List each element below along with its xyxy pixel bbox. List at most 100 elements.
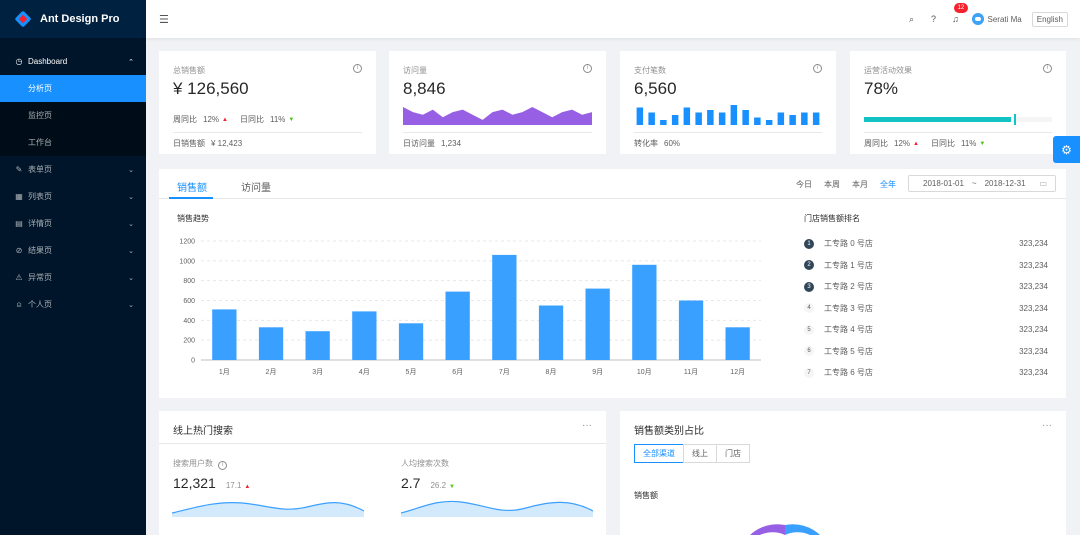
settings-drawer-button[interactable]: ⚙ bbox=[1053, 136, 1080, 163]
search-users-stat: 搜索用户数 i bbox=[173, 458, 228, 470]
caret-down-icon: ▼ bbox=[979, 140, 986, 147]
sidebar-item-analysis[interactable]: 分析页 bbox=[0, 75, 146, 102]
stat-title: 支付笔数 bbox=[634, 66, 666, 75]
dod-trend: 日同比 11% ▼ bbox=[931, 138, 985, 149]
payments-bar bbox=[812, 112, 820, 125]
range-week[interactable]: 本周 bbox=[824, 180, 840, 189]
sidebar-item-exception[interactable]: ⚠ 异常页 ⌄ bbox=[0, 264, 146, 291]
channel-store[interactable]: 门店 bbox=[716, 444, 750, 463]
payments-bar bbox=[789, 115, 796, 125]
header-actions: ⌕ ? ♫ 12 Serati Ma English bbox=[906, 0, 1068, 38]
chevron-down-icon: ⌄ bbox=[128, 166, 134, 174]
date-start: 2018-01-01 bbox=[923, 179, 964, 188]
sub-title: 销售额 bbox=[634, 491, 658, 500]
sidebar-menu: ◷ Dashboard ⌃ 分析页 监控页 工作台 ✎ 表单页 ⌄ ▦ 列表页 … bbox=[0, 38, 146, 318]
sales-bar[interactable] bbox=[492, 254, 517, 360]
sales-bar[interactable] bbox=[678, 300, 704, 361]
sidebar-item-list[interactable]: ▦ 列表页 ⌄ bbox=[0, 183, 146, 210]
trend-label: 周同比 bbox=[173, 115, 197, 124]
visits-area-chart bbox=[403, 107, 592, 125]
menu-fold-icon[interactable]: ☰ bbox=[159, 13, 169, 26]
sales-bar[interactable] bbox=[305, 331, 330, 360]
hot-search-card: 线上热门搜索 ··· 搜索用户数 i 12,321 17.1 ▲ 人均搜索次数 … bbox=[159, 411, 606, 535]
more-icon[interactable]: ··· bbox=[582, 420, 592, 431]
card-header: 线上热门搜索 ··· bbox=[159, 411, 606, 444]
sales-bar[interactable] bbox=[632, 264, 657, 360]
store-value: 323,234 bbox=[1019, 303, 1048, 313]
chevron-up-icon: ⌃ bbox=[128, 58, 134, 66]
sales-bar[interactable] bbox=[398, 323, 424, 360]
sales-tabs: 销售额 访问量 今日 本周 本月 全年 2018-01-01 ~ 2018-12… bbox=[159, 169, 1066, 199]
more-icon[interactable]: ··· bbox=[1042, 420, 1052, 431]
sidebar-item-workplace[interactable]: 工作台 bbox=[28, 138, 52, 147]
sidebar-item-dashboard[interactable]: ◷ Dashboard ⌃ bbox=[0, 48, 146, 75]
range-today[interactable]: 今日 bbox=[796, 180, 812, 189]
date-range-picker[interactable]: 2018-01-01 ~ 2018-12-31 ▭ bbox=[908, 175, 1056, 192]
logo[interactable]: Ant Design Pro bbox=[0, 0, 146, 38]
sales-bar[interactable] bbox=[585, 288, 610, 360]
rank-number: 3 bbox=[804, 281, 814, 292]
sales-bar[interactable] bbox=[352, 311, 377, 360]
info-circle-icon[interactable]: i bbox=[1043, 64, 1052, 73]
sales-bar[interactable] bbox=[538, 305, 564, 361]
payments-bar bbox=[683, 107, 691, 125]
sidebar-item-form[interactable]: ✎ 表单页 ⌄ bbox=[0, 156, 146, 183]
y-tick-label: 1000 bbox=[179, 258, 195, 265]
sales-bar[interactable] bbox=[212, 309, 237, 360]
notification-bell[interactable]: ♫ 12 bbox=[950, 3, 969, 24]
y-tick-label: 0 bbox=[191, 358, 195, 365]
list-item: 3 工专路 2 号店 323,234 bbox=[804, 276, 1048, 298]
sidebar-item-profile[interactable]: ▤ 详情页 ⌄ bbox=[0, 210, 146, 237]
tab-visits[interactable]: 访问量 bbox=[241, 183, 271, 194]
question-circle-icon[interactable]: ? bbox=[931, 14, 937, 24]
stat-footer: 日销售额 ¥ 12,423 bbox=[173, 132, 362, 154]
store-name: 工专路 3 号店 bbox=[824, 303, 873, 313]
sidebar-item-label: Dashboard bbox=[28, 57, 68, 66]
stat-card-operations: 运营活动效果 i 78% 周同比 12% ▲ 日同比 11% ▼ bbox=[850, 51, 1066, 154]
range-year[interactable]: 全年 bbox=[880, 180, 896, 189]
list-item: 4 工专路 3 号店 323,234 bbox=[804, 298, 1048, 320]
sidebar-item-label: 详情页 bbox=[28, 219, 52, 228]
info-circle-icon[interactable]: i bbox=[813, 64, 822, 73]
stat-value: 2.7 bbox=[401, 475, 421, 491]
search-icon[interactable]: ⌕ bbox=[908, 13, 915, 24]
info-circle-icon[interactable]: i bbox=[583, 64, 592, 73]
trend-value: 11% bbox=[269, 115, 286, 124]
dashboard-icon: ◷ bbox=[15, 57, 23, 66]
payments-bar bbox=[636, 107, 644, 125]
payments-bar bbox=[777, 112, 785, 125]
payments-bar bbox=[765, 120, 773, 125]
list-item: 5 工专路 4 号店 323,234 bbox=[804, 319, 1048, 341]
sidebar-item-monitor[interactable]: 监控页 bbox=[28, 111, 52, 120]
payments-bar bbox=[742, 110, 749, 125]
channel-all[interactable]: 全部渠道 bbox=[634, 444, 684, 463]
stat-card-total-sales: 总销售额 i ¥ 126,560 周同比 12% ▲ 日同比 11% ▼ 日销售… bbox=[159, 51, 376, 154]
language-switch[interactable]: English bbox=[1031, 11, 1068, 27]
store-value: 323,234 bbox=[1019, 325, 1048, 335]
sidebar-item-account[interactable]: ⍝ 个人页 ⌄ bbox=[0, 291, 146, 318]
payments-bar bbox=[660, 120, 667, 125]
stat-card-payments: 支付笔数 i 6,560 转化率 60% bbox=[620, 51, 836, 154]
stat-trends: 周同比 12% ▲ 日同比 11% ▼ bbox=[173, 114, 306, 125]
sales-bar[interactable] bbox=[725, 327, 750, 360]
user-menu[interactable]: Serati Ma bbox=[971, 13, 1022, 25]
range-month[interactable]: 本月 bbox=[852, 180, 868, 189]
sales-bar[interactable] bbox=[258, 327, 284, 360]
sidebar-item-result[interactable]: ⊘ 结果页 ⌄ bbox=[0, 237, 146, 264]
stat-change: 26.2 bbox=[430, 481, 447, 490]
sidebar-item-label: 异常页 bbox=[28, 273, 52, 282]
avg-search-value-row: 2.7 26.2 ▼ bbox=[401, 475, 455, 491]
stat-footer: 周同比 12% ▲ 日同比 11% ▼ bbox=[864, 132, 1052, 154]
x-tick-label: 10月 bbox=[637, 368, 652, 376]
trend-value: 12% bbox=[894, 139, 911, 148]
avg-search-area-chart bbox=[401, 500, 593, 517]
sales-bar[interactable] bbox=[445, 291, 470, 360]
tab-sales[interactable]: 销售额 bbox=[177, 183, 207, 194]
channel-online[interactable]: 线上 bbox=[683, 444, 717, 463]
payments-bar-chart bbox=[636, 105, 820, 125]
payments-bar bbox=[671, 115, 679, 125]
payments-bar bbox=[801, 112, 808, 125]
info-circle-icon[interactable]: i bbox=[218, 461, 228, 470]
sales-trend-bar-chart: 0 200 400 600 800 1000 1200 1月 2月 3月 4月 5月 6月 7月 8月 9月 1… bbox=[179, 239, 761, 376]
info-circle-icon[interactable]: i bbox=[353, 64, 362, 73]
